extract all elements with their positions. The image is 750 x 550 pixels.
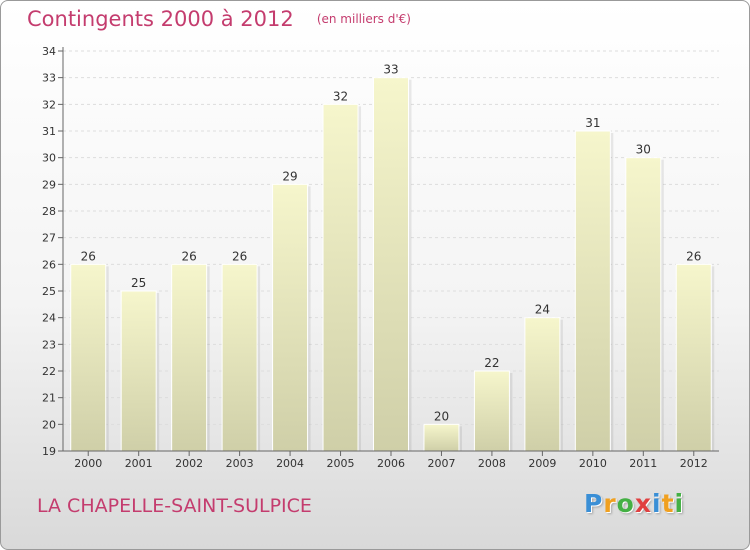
bar bbox=[524, 317, 561, 452]
x-tick-label: 2003 bbox=[226, 457, 254, 470]
bar-value-label: 30 bbox=[636, 143, 651, 157]
y-tick-label: 31 bbox=[42, 125, 56, 138]
logo-letter: x bbox=[634, 489, 652, 518]
x-tick-label: 2000 bbox=[74, 457, 102, 470]
bar-value-label: 33 bbox=[383, 63, 398, 77]
proxiti-logo: Proxiti bbox=[584, 489, 684, 518]
axes: 19 20 21 22 23 24 25 26 27 28 29 30 31 32 33 34 2000 2001… bbox=[42, 45, 719, 470]
logo-letter: i bbox=[674, 489, 685, 518]
x-tick-label: 2002 bbox=[175, 457, 203, 470]
y-tick-label: 22 bbox=[42, 365, 56, 378]
bar bbox=[322, 103, 359, 452]
title-row: Contingents 2000 à 2012 (en milliers d'€… bbox=[27, 7, 411, 31]
y-tick-label: 28 bbox=[42, 205, 56, 218]
y-tick-label: 29 bbox=[42, 178, 56, 191]
y-tick-label: 23 bbox=[42, 338, 56, 351]
bar-value-label: 24 bbox=[535, 303, 550, 317]
chart-title: Contingents 2000 à 2012 bbox=[27, 7, 294, 31]
bar bbox=[675, 263, 712, 452]
bar bbox=[625, 157, 662, 452]
bar-value-label: 26 bbox=[81, 249, 96, 263]
bar bbox=[120, 290, 157, 452]
x-tick-label: 2006 bbox=[377, 457, 405, 470]
bar bbox=[272, 183, 309, 452]
y-tick-label: 34 bbox=[42, 45, 56, 58]
x-tick-label: 2008 bbox=[478, 457, 506, 470]
bars: 26 25 26 26 29 32 33 20 22 24 31 30 26 bbox=[70, 63, 715, 452]
y-tick-label: 26 bbox=[42, 258, 56, 271]
bar-value-label: 26 bbox=[232, 249, 247, 263]
x-tick-label: 2005 bbox=[327, 457, 355, 470]
y-tick-label: 32 bbox=[42, 98, 56, 111]
bar-value-label: 20 bbox=[434, 409, 449, 423]
x-tick-label: 2011 bbox=[629, 457, 657, 470]
bar bbox=[423, 423, 460, 452]
bar-value-label: 32 bbox=[333, 89, 348, 103]
bar-value-label: 26 bbox=[182, 249, 197, 263]
y-tick-label: 20 bbox=[42, 418, 56, 431]
bar-value-label: 25 bbox=[131, 276, 146, 290]
bar bbox=[473, 370, 510, 452]
bar bbox=[373, 77, 409, 452]
commune-name: LA CHAPELLE-SAINT-SULPICE bbox=[37, 495, 312, 517]
logo-letter: r bbox=[603, 489, 617, 518]
bar bbox=[221, 263, 258, 452]
bar-value-label: 29 bbox=[282, 169, 297, 183]
x-tick-label: 2007 bbox=[427, 457, 455, 470]
bar-value-label: 31 bbox=[585, 116, 600, 130]
bar bbox=[171, 263, 208, 452]
x-tick-label: 2010 bbox=[579, 457, 607, 470]
bar bbox=[70, 263, 107, 452]
logo-letter: P bbox=[584, 489, 604, 518]
x-tick-label: 2004 bbox=[276, 457, 304, 470]
logo-letter: t bbox=[661, 489, 675, 518]
bar-value-label: 22 bbox=[484, 356, 499, 370]
y-tick-label: 27 bbox=[42, 232, 56, 245]
logo-letter: i bbox=[652, 489, 662, 518]
bar bbox=[574, 130, 611, 452]
y-tick-label: 24 bbox=[42, 312, 56, 325]
x-tick-label: 2012 bbox=[680, 457, 708, 470]
y-tick-label: 30 bbox=[42, 152, 56, 165]
chart-subtitle: (en milliers d'€) bbox=[316, 12, 411, 26]
y-tick-label: 33 bbox=[42, 72, 56, 85]
x-tick-label: 2009 bbox=[528, 457, 556, 470]
bar-value-label: 26 bbox=[686, 249, 701, 263]
y-tick-label: 25 bbox=[42, 285, 56, 298]
y-tick-label: 21 bbox=[42, 392, 56, 405]
x-tick-label: 2001 bbox=[125, 457, 153, 470]
y-tick-label: 19 bbox=[42, 445, 56, 458]
logo-letter: o bbox=[616, 489, 635, 518]
